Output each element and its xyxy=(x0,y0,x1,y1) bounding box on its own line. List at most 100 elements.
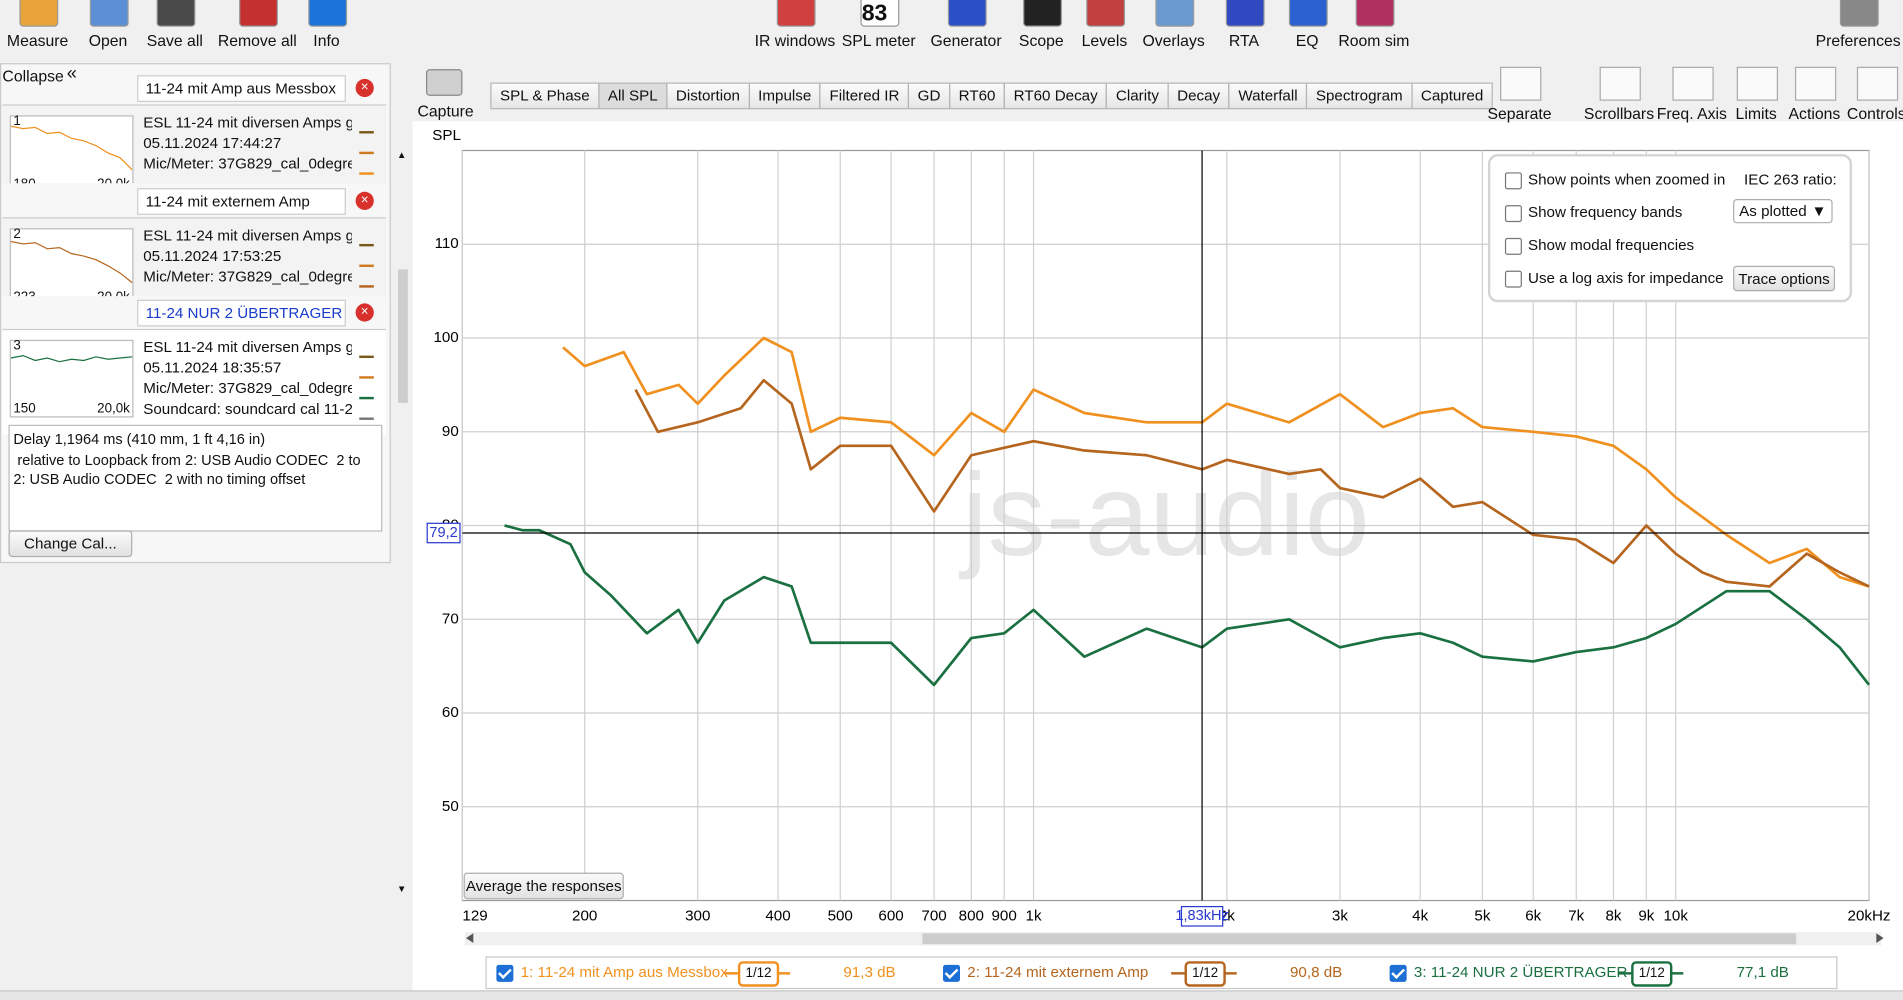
legend-checkbox[interactable] xyxy=(496,964,514,982)
sidebar-scrollbar[interactable]: ▲ ▼ xyxy=(395,145,411,899)
graph-tab[interactable]: All SPL xyxy=(598,82,668,110)
measurement-tool[interactable] xyxy=(359,178,374,183)
toolbar-icon[interactable] xyxy=(19,0,59,27)
graph-tab[interactable]: SPL & Phase xyxy=(490,82,600,110)
toolbar-icon[interactable] xyxy=(1225,0,1265,27)
toolbar-icon[interactable] xyxy=(947,0,987,27)
toolbar-label[interactable]: RTA xyxy=(1228,31,1260,50)
tool-label[interactable]: Actions xyxy=(1788,104,1841,123)
measurement-tool[interactable] xyxy=(359,403,374,420)
measurement-item[interactable]: 3 150 20,0k ESL 11-24 mit diversen Amps g 05… xyxy=(2,328,386,435)
measurement-tool[interactable] xyxy=(359,249,374,267)
measurement-name[interactable]: 11-24 NUR 2 ÜBERTRAGER xyxy=(137,299,346,327)
graph-tab[interactable]: Spectrogram xyxy=(1306,82,1413,110)
toolbar-label[interactable]: Generator xyxy=(930,31,1002,50)
change-cal-button[interactable]: Change Cal... xyxy=(8,530,133,558)
toolbar-icon[interactable] xyxy=(1839,0,1879,27)
average-button[interactable]: Average the responses xyxy=(463,872,624,900)
tool-label[interactable]: Limits xyxy=(1735,104,1777,123)
scroll-thumb[interactable] xyxy=(398,269,408,403)
tool-icon[interactable] xyxy=(1672,66,1714,101)
toolbar-icon[interactable] xyxy=(156,0,196,27)
tool-label[interactable]: Separate xyxy=(1487,104,1552,123)
checkbox[interactable] xyxy=(1504,270,1522,288)
toolbar-icon[interactable] xyxy=(1086,0,1126,27)
measurement-tool[interactable] xyxy=(359,229,374,246)
tool-label[interactable]: Freq. Axis xyxy=(1656,104,1727,123)
tool-label[interactable]: Scrollbars xyxy=(1583,104,1655,123)
legend-checkbox[interactable] xyxy=(1389,964,1407,982)
checkbox-label[interactable]: Show frequency bands xyxy=(1527,203,1683,221)
tool-label[interactable]: Controls xyxy=(1846,104,1903,123)
graph-tab[interactable]: Distortion xyxy=(666,82,750,110)
measurement-tool[interactable] xyxy=(359,362,374,379)
tool-icon[interactable] xyxy=(1599,66,1641,101)
measurement-name[interactable]: 11-24 mit Amp aus Messbox xyxy=(137,75,346,102)
toolbar-label[interactable]: SPL meter xyxy=(841,31,916,50)
graph-tab[interactable]: GD xyxy=(907,82,951,110)
capture-label[interactable]: Capture xyxy=(417,101,474,121)
graph-tab[interactable]: RT60 xyxy=(948,82,1006,110)
legend-name[interactable]: 3: 11-24 NUR 2 ÜBERTRAGER xyxy=(1413,963,1628,981)
smoothing-box[interactable]: 1/12 xyxy=(1631,961,1673,987)
checkbox-label[interactable]: Show points when zoomed in xyxy=(1527,171,1726,189)
toolbar-icon[interactable] xyxy=(239,0,278,27)
toolbar-icon[interactable] xyxy=(1288,0,1328,27)
graph-tab[interactable]: RT60 Decay xyxy=(1003,82,1108,110)
collapse-button[interactable]: Collapse xyxy=(2,66,64,85)
measurement-tool[interactable] xyxy=(359,382,374,400)
measurement-tool[interactable] xyxy=(359,341,374,359)
trace-options-button[interactable]: Trace options xyxy=(1733,265,1836,292)
toolbar-icon[interactable] xyxy=(308,0,348,27)
toolbar-label[interactable]: Preferences xyxy=(1815,31,1901,50)
measurement-item[interactable]: 1 180 20,0k ESL 11-24 mit diversen Amps g 05… xyxy=(2,104,386,184)
toolbar-icon[interactable] xyxy=(1155,0,1195,27)
measurement-tool[interactable] xyxy=(359,117,374,134)
toolbar-icon[interactable] xyxy=(860,0,900,27)
measurement-tool[interactable] xyxy=(359,137,374,155)
toolbar-label[interactable]: Info xyxy=(313,31,340,50)
tool-icon[interactable] xyxy=(1736,66,1778,101)
tool-icon[interactable] xyxy=(1500,66,1542,101)
collapse-arrows[interactable]: « xyxy=(66,63,77,84)
legend-checkbox[interactable] xyxy=(943,964,960,982)
smoothing-box[interactable]: 1/12 xyxy=(737,961,780,987)
toolbar-label[interactable]: Measure xyxy=(6,31,69,50)
tool-icon[interactable] xyxy=(1856,66,1899,101)
measurement-item[interactable]: 2 223 20,0k ESL 11-24 mit diversen Amps g 05… xyxy=(2,216,386,296)
toolbar-label[interactable]: Room sim xyxy=(1338,31,1410,50)
capture-icon[interactable] xyxy=(425,69,463,96)
remove-measurement[interactable]: × xyxy=(355,191,374,210)
measurement-tool[interactable] xyxy=(359,158,374,175)
toolbar-label[interactable]: Save all xyxy=(146,31,203,50)
checkbox[interactable] xyxy=(1504,172,1522,190)
legend-name[interactable]: 2: 11-24 mit externem Amp xyxy=(967,963,1149,981)
remove-measurement[interactable]: × xyxy=(355,303,374,322)
checkbox[interactable] xyxy=(1504,205,1522,223)
graph-tab[interactable]: Waterfall xyxy=(1228,82,1308,110)
scroll-up[interactable]: ▲ xyxy=(396,149,407,161)
toolbar-label[interactable]: EQ xyxy=(1295,31,1319,50)
toolbar-label[interactable]: Remove all xyxy=(217,31,297,50)
checkbox[interactable] xyxy=(1504,237,1522,255)
graph-tab[interactable]: Captured xyxy=(1411,82,1494,110)
toolbar-icon[interactable] xyxy=(776,0,816,27)
measurement-tool[interactable] xyxy=(359,270,374,288)
checkbox-label[interactable]: Show modal frequencies xyxy=(1527,236,1695,254)
smoothing-box[interactable]: 1/12 xyxy=(1184,961,1226,987)
graph-tab[interactable]: Decay xyxy=(1167,82,1230,110)
measurement-tool[interactable] xyxy=(359,291,374,296)
toolbar-label[interactable]: Open xyxy=(88,31,128,50)
toolbar-icon[interactable] xyxy=(89,0,129,27)
graph-tab[interactable]: Impulse xyxy=(748,82,821,110)
toolbar-label[interactable]: Scope xyxy=(1018,31,1064,50)
graph-tab[interactable]: Clarity xyxy=(1106,82,1169,110)
toolbar-icon[interactable] xyxy=(1355,0,1395,27)
remove-measurement[interactable]: × xyxy=(355,78,374,98)
tool-icon[interactable] xyxy=(1794,66,1837,101)
graph-tab[interactable]: Filtered IR xyxy=(819,82,910,110)
toolbar-label[interactable]: Levels xyxy=(1081,31,1128,50)
toolbar-label[interactable]: IR windows xyxy=(754,31,836,50)
scroll-down[interactable]: ▼ xyxy=(396,883,407,895)
toolbar-icon[interactable] xyxy=(1023,0,1062,27)
